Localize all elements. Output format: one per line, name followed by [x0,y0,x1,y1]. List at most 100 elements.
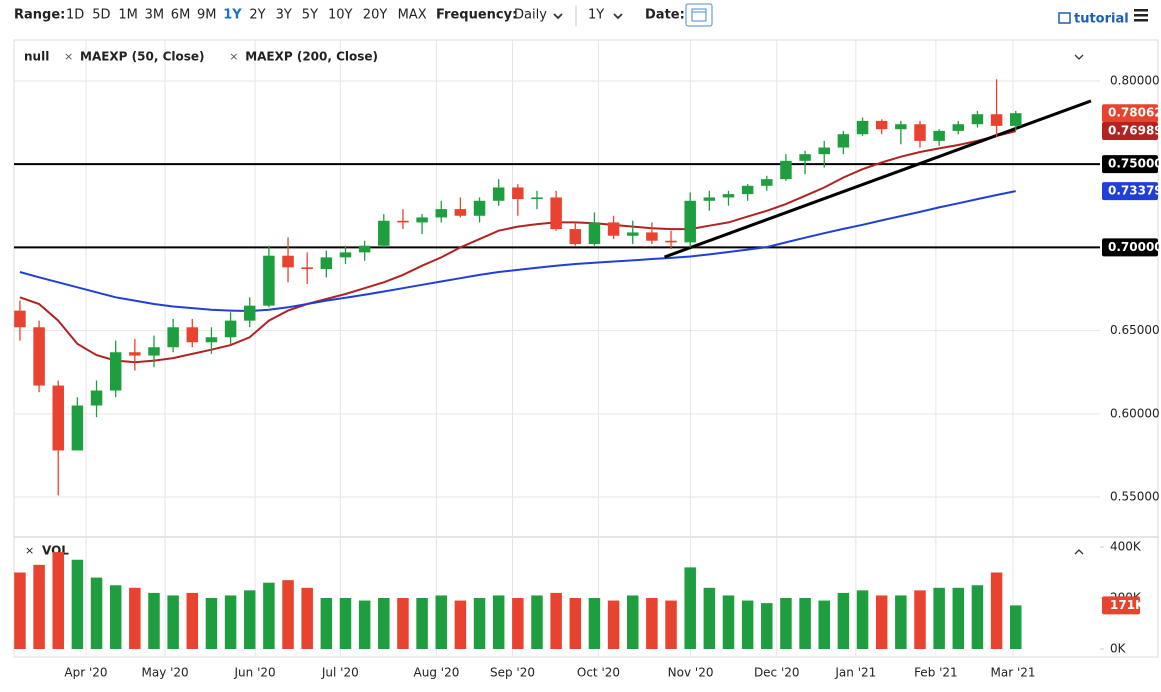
candle-body [109,352,122,391]
chevron [553,13,563,20]
calendar-button[interactable] [685,3,713,27]
range-button[interactable]: 1Y [223,8,242,23]
candle-body [339,252,352,258]
candle-body [14,310,26,328]
frequency-label: Frequency: [436,8,517,23]
candle-body [1009,113,1022,126]
candle-body [282,255,294,268]
volume-bar [129,587,141,649]
range-button[interactable]: 10Y [328,8,353,23]
candle-body [52,385,64,451]
candle-body [512,187,524,200]
x-tick-label: Jun '20 [234,666,276,680]
range-button[interactable]: 1M [118,8,137,23]
chevron [613,13,623,20]
volume-bar [646,598,658,649]
range-button[interactable]: 1D [66,8,84,23]
volume-bar [607,600,620,649]
price-badge-label: 0.76989 [1108,124,1161,138]
volume-bar [761,603,773,649]
volume-badge-label: 171K [1110,598,1145,612]
candle-body [167,327,179,348]
candle-body [531,197,543,200]
y-tick-label: 400K [1110,540,1142,554]
range-button[interactable]: 6M [171,8,191,23]
range-button[interactable]: 20Y [363,8,388,23]
range-button[interactable]: 9M [197,8,217,23]
candle-body [454,209,467,216]
candle-body [416,217,428,223]
volume-bar [358,600,371,649]
volume-bar [378,598,390,649]
candle-body [224,320,237,338]
volume-bar [741,600,754,649]
level-label: 0.70000 [1108,240,1161,254]
candle-body [780,160,792,180]
volume-bar [205,598,218,649]
range-button[interactable]: 5D [92,8,110,23]
candle-body [914,124,926,141]
volume-bar [52,552,64,649]
volume-bar [282,580,294,649]
candle-body [971,114,984,125]
legend-remove: × [64,50,73,63]
volume-bar [569,598,582,649]
candle-body [569,229,582,245]
range-label: Range: [14,8,65,23]
volume-bar [722,595,735,649]
candle-body [492,187,505,201]
candle-body [243,305,256,321]
volume-bar [301,587,313,649]
close-icon[interactable]: × [25,544,34,557]
price-badge [1102,182,1158,201]
candle-body [646,232,658,241]
frequency-select[interactable]: Daily [514,8,547,23]
x-tick-label: Dec '20 [754,666,800,680]
volume-bar [1009,605,1022,649]
range-button[interactable]: 2Y [249,8,265,23]
volume-bar [224,595,237,649]
period-select[interactable]: 1Y [588,8,604,23]
y-tick-label: 0.60000 [1110,406,1160,420]
tutorial-link[interactable]: tutorial [1058,12,1129,27]
volume-bar [588,598,601,649]
volume-bar [626,595,639,649]
candle-body [741,185,754,195]
volume-bar [952,587,965,649]
volume-bar [90,577,103,649]
y-tick-label: 0K [1110,642,1127,656]
volume-bar [875,595,888,649]
candle-body [550,197,562,230]
candle-body [263,255,275,306]
candle-body [761,179,773,186]
volume-bar [473,598,486,649]
candle-body [205,337,218,343]
volume-bar [971,585,984,649]
expand-icon[interactable] [1074,549,1084,555]
volume-bar [684,567,696,649]
candle-body [320,257,333,270]
volume-bar [320,598,333,649]
volume-bar [14,572,26,649]
legend-remove: × [229,50,238,63]
x-tick-label: Apr '20 [64,666,107,680]
menu-button[interactable] [1134,9,1148,22]
candle-body [301,267,313,270]
chart-frame [13,39,1159,658]
range-button[interactable]: MAX [398,8,427,23]
level-badge [1102,155,1158,174]
volume-bar [397,598,409,649]
candle-body [665,240,677,243]
x-tick-label: Jan '21 [834,666,876,680]
candle-body [397,220,409,223]
collapse-icon[interactable] [1074,54,1084,60]
range-button[interactable]: 5Y [302,8,318,23]
candle-body [856,120,869,135]
volume-bar [167,595,179,649]
range-button[interactable]: 3Y [276,8,292,23]
range-button[interactable]: 3M [145,8,165,23]
candle-body [626,232,639,236]
candle-body [186,327,199,343]
price-badge-label: 0.73379 [1108,184,1161,198]
